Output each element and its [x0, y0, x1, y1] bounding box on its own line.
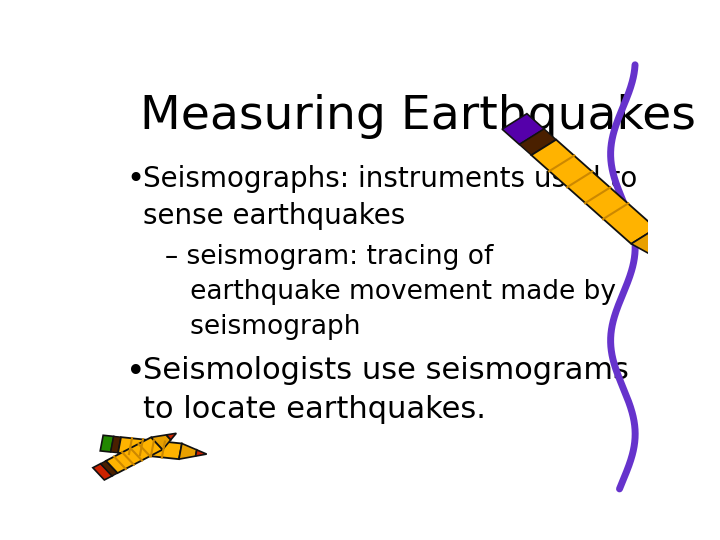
- Polygon shape: [166, 433, 176, 440]
- Text: Seismographs: instruments used to
sense earthquakes: Seismographs: instruments used to sense …: [143, 165, 637, 231]
- Polygon shape: [93, 464, 112, 480]
- Polygon shape: [111, 436, 121, 453]
- Polygon shape: [631, 228, 675, 262]
- Polygon shape: [665, 256, 687, 274]
- Polygon shape: [106, 437, 163, 473]
- Polygon shape: [118, 437, 182, 459]
- Text: •: •: [126, 165, 145, 194]
- Polygon shape: [179, 443, 197, 459]
- Text: Seismologists use seismograms
to locate earthquakes.: Seismologists use seismograms to locate …: [143, 356, 629, 424]
- Polygon shape: [196, 450, 207, 456]
- Text: Measuring Earthquakes: Measuring Earthquakes: [140, 94, 696, 139]
- Polygon shape: [519, 129, 556, 155]
- Polygon shape: [531, 140, 656, 244]
- Text: – seismogram: tracing of
   earthquake movement made by
   seismograph: – seismogram: tracing of earthquake move…: [166, 244, 616, 340]
- Polygon shape: [100, 435, 114, 452]
- Polygon shape: [101, 461, 117, 476]
- Text: •: •: [126, 356, 146, 389]
- Polygon shape: [502, 113, 544, 145]
- Polygon shape: [151, 435, 171, 450]
